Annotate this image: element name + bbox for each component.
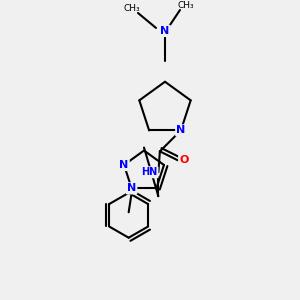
Text: O: O: [179, 155, 189, 165]
Text: N: N: [119, 160, 129, 170]
Text: N: N: [127, 183, 136, 194]
Text: N: N: [176, 125, 185, 135]
Text: CH₃: CH₃: [178, 1, 194, 10]
Text: N: N: [160, 26, 169, 36]
Text: HN: HN: [141, 167, 158, 177]
Text: CH₃: CH₃: [124, 4, 140, 13]
